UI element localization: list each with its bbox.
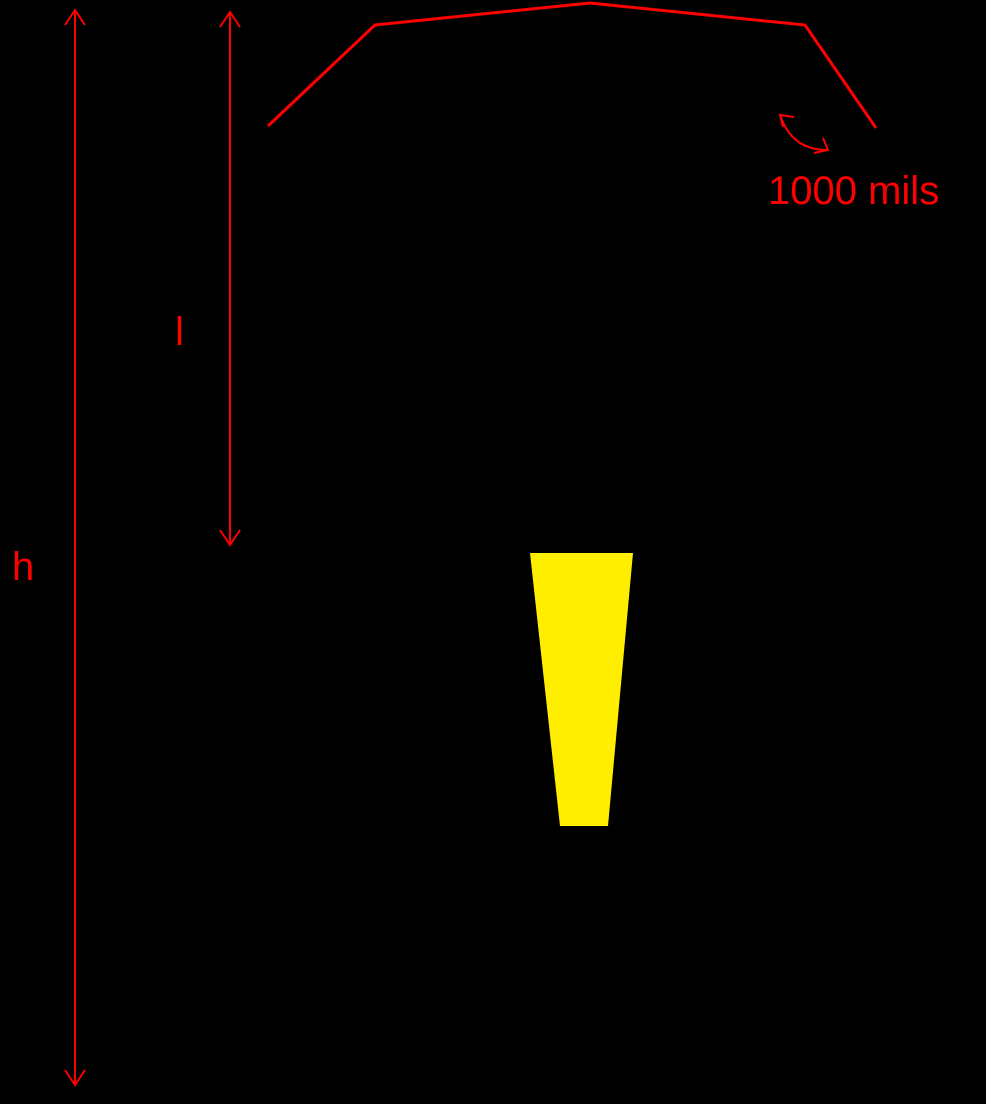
angle-label: 1000 mils (768, 169, 939, 214)
l-label: l (175, 310, 184, 355)
background (0, 0, 986, 1104)
diagram-canvas (0, 0, 986, 1104)
h-label: h (12, 545, 34, 590)
